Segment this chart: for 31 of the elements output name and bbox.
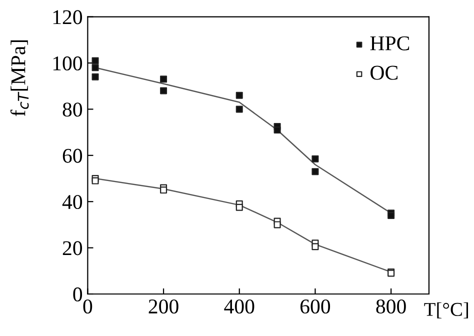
point [236,92,243,99]
legend-label: HPC [370,36,410,50]
x-tick-label: 800 [376,299,406,314]
point [160,76,168,83]
point [236,106,243,113]
legend-label: OC [370,66,398,80]
point [92,57,99,64]
x-tick-label: 200 [148,299,178,314]
y-tick-label: 0 [73,287,82,302]
x-tick-label: 400 [224,299,254,314]
y-axis-title: f$_{cT}$[MPa] [10,40,29,116]
y-tick-label: 20 [62,241,82,256]
point [92,177,99,184]
y-tick-label: 60 [62,148,82,163]
y-tick-label: 120 [53,10,82,24]
point [312,155,319,162]
point [312,243,319,250]
y-tick-label: 100 [53,56,82,70]
x-tick-label: 0 [83,299,92,314]
point [160,186,168,194]
point [92,64,99,72]
point [274,126,281,134]
point [160,87,168,94]
point [274,221,281,228]
x-tick-label: 600 [300,299,330,314]
x-axis-title: T[°C] [424,302,468,318]
point [312,168,319,176]
point [92,73,99,80]
point [236,204,243,211]
y-tick-label: 40 [62,194,82,210]
y-tick-label: 80 [62,102,82,117]
